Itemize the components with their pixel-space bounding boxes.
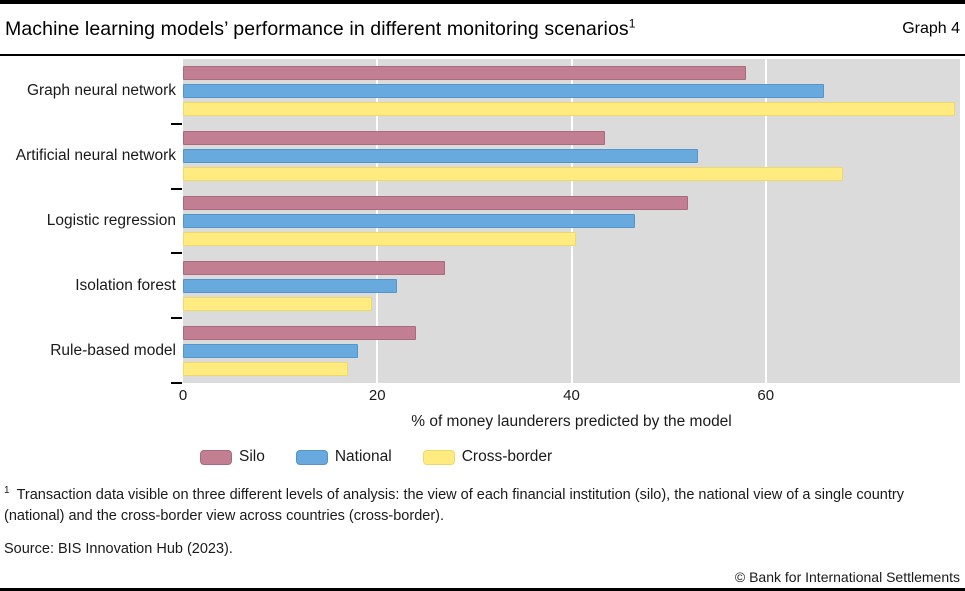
bar-cross-border-rule-based-model <box>183 361 349 376</box>
page-title: Machine learning models’ performance in … <box>5 16 636 41</box>
bar-silo-artificial-neural-network <box>183 131 606 146</box>
x-axis-tick-labels: 0 20 40 60 <box>179 387 960 405</box>
x-tick-label-60: 60 <box>757 387 775 404</box>
chart-header: Machine learning models’ performance in … <box>0 4 965 56</box>
bar-group <box>183 189 960 254</box>
legend-label-silo: Silo <box>239 448 265 465</box>
y-tick-dash <box>171 382 182 384</box>
x-tick-label-40: 40 <box>563 387 580 404</box>
bar-national-logistic-regression <box>183 213 635 228</box>
x-tick-label-20: 20 <box>368 387 386 404</box>
bottom-rule <box>0 588 965 591</box>
title-footnote-marker: 1 <box>628 16 636 30</box>
bar-cross-border-graph-neural-network <box>183 102 956 117</box>
legend-swatch-silo <box>200 449 232 465</box>
title-text: Machine learning models’ performance in … <box>5 17 629 40</box>
legend-swatch-national <box>295 449 328 465</box>
category-label: Artificial neural network <box>15 147 176 165</box>
bar-group <box>183 124 960 189</box>
source-line: Source: BIS Innovation Hub (2023). <box>4 541 233 557</box>
gridline-60 <box>764 59 767 383</box>
legend-swatch-cross-border <box>422 449 455 465</box>
legend-item-national: National <box>295 448 392 466</box>
bar-group <box>183 59 960 124</box>
category-label: Rule-based model <box>50 341 176 359</box>
legend-item-silo: Silo <box>200 448 265 466</box>
bar-silo-rule-based-model <box>183 325 417 340</box>
footnote-text: Transaction data visible on three differ… <box>4 487 904 524</box>
x-axis-title: % of money launderers predicted by the m… <box>411 413 732 430</box>
bar-national-graph-neural-network <box>183 84 825 99</box>
footnote: 1 Transaction data visible on three diffe… <box>4 485 960 527</box>
bar-national-rule-based-model <box>183 343 358 358</box>
y-tick-dash <box>171 317 182 320</box>
category-row-isolation-forest: Isolation forest <box>0 253 965 318</box>
category-row-graph-neural-network: Graph neural network <box>0 59 965 124</box>
y-tick-dash <box>171 252 182 255</box>
bar-group <box>183 318 960 383</box>
legend-item-cross-border: Cross-border <box>422 448 553 466</box>
bar-silo-graph-neural-network <box>183 66 747 81</box>
legend: Silo National Cross-border <box>200 448 965 466</box>
y-axis-ticks <box>171 59 182 384</box>
footnote-marker: 1 <box>4 485 10 497</box>
category-label: Graph neural network <box>26 82 176 100</box>
copyright-line: © Bank for International Settlements <box>734 569 960 585</box>
category-row-rule-based-model: Rule-based model <box>0 318 965 383</box>
bar-group <box>183 253 960 318</box>
category-row-artificial-neural-network: Artificial neural network <box>0 124 965 189</box>
category-label: Logistic regression <box>46 211 176 229</box>
bar-rows: Graph neural network Artificial neural ne… <box>0 59 965 383</box>
category-row-logistic-regression: Logistic regression <box>0 189 965 254</box>
chart-area: Graph neural network Artificial neural ne… <box>0 59 965 384</box>
bar-cross-border-logistic-regression <box>183 231 577 246</box>
y-tick-dash <box>171 122 182 125</box>
bar-silo-logistic-regression <box>183 195 689 210</box>
bar-national-artificial-neural-network <box>183 149 698 164</box>
bar-cross-border-isolation-forest <box>183 296 373 311</box>
top-rule <box>0 0 965 4</box>
legend-label-cross-border: Cross-border <box>461 448 553 465</box>
bar-silo-isolation-forest <box>183 260 446 275</box>
x-tick-label-0: 0 <box>178 387 188 404</box>
bar-cross-border-artificial-neural-network <box>183 167 844 182</box>
y-tick-dash <box>171 187 182 190</box>
category-label: Isolation forest <box>75 276 176 294</box>
graph-number-label: Graph 4 <box>902 20 960 37</box>
bar-national-isolation-forest <box>183 278 397 293</box>
legend-label-national: National <box>334 448 392 465</box>
